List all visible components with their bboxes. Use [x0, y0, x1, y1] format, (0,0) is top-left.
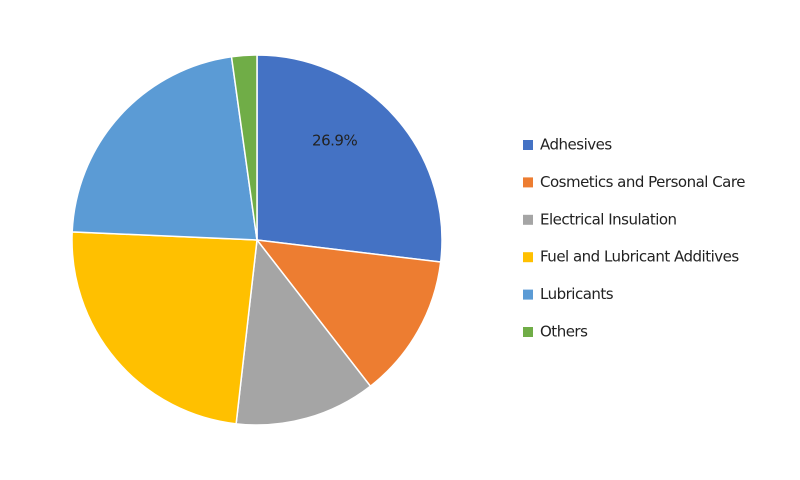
- legend-swatch: [523, 289, 533, 300]
- legend-label: Lubricants: [540, 285, 614, 303]
- pie-slice: [71, 55, 258, 241]
- legend-swatch: [523, 177, 533, 188]
- pie-slice: [235, 238, 372, 426]
- legend-label: Adhesives: [540, 136, 612, 154]
- pie-slice: [230, 54, 258, 241]
- legend-label: Cosmetics and Personal Care: [540, 173, 745, 191]
- data-label: 26.9%: [312, 132, 357, 150]
- legend-label: Others: [540, 323, 588, 341]
- legend-swatch: [523, 140, 533, 150]
- legend-swatch: [523, 252, 533, 263]
- legend-label: Electrical Insulation: [540, 210, 677, 228]
- pie-slice: [255, 239, 442, 388]
- pie-slice: [256, 54, 443, 263]
- legend-swatch: [523, 327, 533, 337]
- pie-slice: [71, 231, 258, 425]
- legend-swatch: [523, 214, 533, 225]
- legend-label: Fuel and Lubricant Additives: [540, 248, 739, 266]
